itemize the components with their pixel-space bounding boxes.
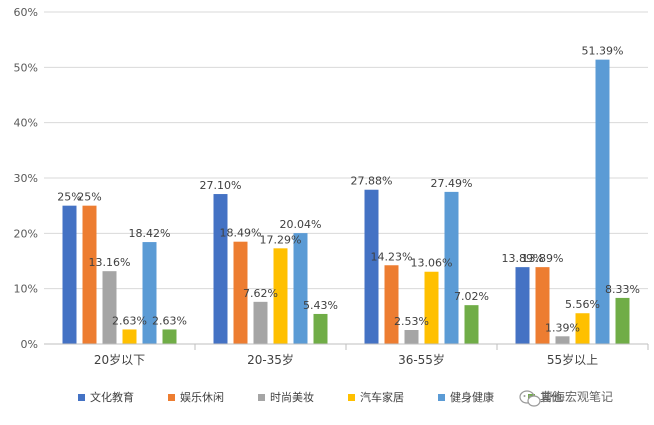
bar	[253, 301, 268, 344]
bar	[595, 59, 610, 344]
bar	[444, 191, 459, 344]
bar	[162, 329, 177, 344]
data-label: 27.10%	[200, 179, 242, 192]
bar	[464, 305, 479, 344]
legend-label: 娱乐休闲	[180, 390, 224, 404]
data-label: 13.16%	[89, 256, 131, 269]
y-tick-label: 60%	[14, 6, 38, 19]
y-tick-label: 40%	[14, 117, 38, 130]
data-label: 13.89%	[502, 252, 544, 265]
legend-label: 汽车家居	[360, 390, 404, 404]
bar	[313, 313, 328, 344]
data-label: 20.04%	[280, 218, 322, 231]
bar	[273, 248, 288, 344]
bars	[62, 59, 630, 344]
x-axis	[44, 343, 649, 350]
data-label: 7.62%	[243, 287, 278, 300]
bar	[364, 189, 379, 344]
data-label: 2.53%	[394, 315, 429, 328]
data-label: 8.33%	[605, 283, 640, 296]
bar	[62, 205, 77, 344]
data-label: 27.88%	[351, 175, 393, 188]
bar	[384, 265, 399, 344]
legend-swatch	[438, 394, 445, 401]
data-label: 5.56%	[565, 298, 600, 311]
data-label: 25%	[77, 191, 101, 204]
bar	[82, 205, 97, 344]
data-label: 25%	[57, 191, 81, 204]
bar	[555, 336, 570, 344]
watermark: 曹海宏观笔记	[519, 389, 613, 407]
data-label: 27.49%	[431, 177, 473, 190]
data-label: 51.39%	[582, 45, 624, 58]
bar	[515, 267, 530, 344]
y-tick-label: 30%	[14, 172, 38, 185]
data-label: 18.49%	[220, 227, 262, 240]
data-label: 5.43%	[303, 299, 338, 312]
legend-label: 文化教育	[90, 390, 134, 404]
legend-label: 健身健康	[450, 390, 494, 404]
legend-swatch	[168, 394, 175, 401]
bar	[142, 242, 157, 344]
legend-swatch	[258, 394, 265, 401]
data-label: 14.23%	[371, 250, 413, 263]
legend-label: 其他	[540, 391, 562, 404]
bar	[424, 271, 439, 344]
x-category-label: 20岁以下	[94, 352, 145, 367]
x-category-label: 20-35岁	[247, 352, 294, 367]
legend-swatch	[348, 394, 355, 401]
bar	[535, 267, 550, 344]
data-label: 2.63%	[152, 314, 187, 327]
legend: 文化教育 娱乐休闲 时尚美妆 汽车家居 健身健康 其他	[78, 390, 562, 404]
data-labels: 25%25% 13.16% 2.63% 18.42% 2.63% 27.10% 18.49%…	[57, 45, 640, 335]
data-label: 13.06%	[411, 257, 453, 270]
bar	[102, 271, 117, 344]
bar	[213, 194, 228, 344]
y-tick-label: 0%	[21, 338, 38, 351]
data-label: 18.42%	[129, 227, 171, 240]
gridlines	[44, 11, 648, 290]
bar	[233, 241, 248, 344]
data-label: 7.02%	[454, 290, 489, 303]
y-tick-label: 10%	[14, 283, 38, 296]
y-tick-label: 50%	[14, 61, 38, 74]
data-label: 13.89%	[522, 252, 564, 265]
legend-swatch	[78, 394, 85, 401]
bar	[122, 329, 137, 344]
legend-label: 时尚美妆	[270, 390, 314, 404]
y-tick-label: 20%	[14, 227, 38, 240]
wechat-icon	[519, 390, 541, 407]
data-label: 2.63%	[112, 314, 147, 327]
x-category-label: 36-55岁	[398, 352, 445, 367]
x-category-label: 55岁以上	[547, 352, 598, 367]
data-label: 17.29%	[260, 233, 302, 246]
bar	[575, 313, 590, 344]
y-axis-ticks: 0% 10% 20% 30% 40% 50% 60%	[14, 6, 38, 351]
bar	[404, 330, 419, 344]
bar	[615, 297, 630, 344]
watermark-text: 曹海宏观笔记	[541, 389, 613, 404]
bar	[293, 233, 308, 344]
data-label: 1.39%	[545, 321, 580, 334]
x-axis-categories: 20岁以下 20-35岁 36-55岁 55岁以上	[94, 352, 598, 367]
